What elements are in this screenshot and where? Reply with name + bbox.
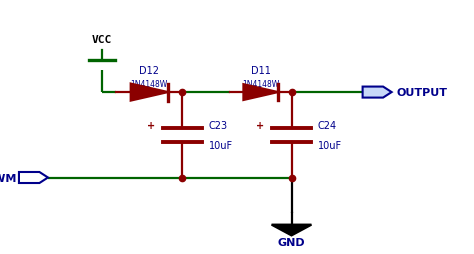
Text: +: + bbox=[256, 121, 264, 131]
Polygon shape bbox=[131, 84, 168, 101]
Polygon shape bbox=[363, 87, 392, 98]
Text: PWM: PWM bbox=[0, 173, 17, 183]
Text: GND: GND bbox=[278, 237, 305, 247]
Text: D12: D12 bbox=[139, 66, 159, 76]
Text: +: + bbox=[147, 121, 155, 131]
Text: C24: C24 bbox=[318, 120, 337, 130]
Text: OUTPUT: OUTPUT bbox=[396, 88, 447, 98]
Text: 10uF: 10uF bbox=[318, 140, 342, 150]
Polygon shape bbox=[244, 85, 278, 101]
Text: 1N4148W: 1N4148W bbox=[242, 80, 279, 89]
Text: D11: D11 bbox=[251, 66, 271, 76]
Text: 1N4148W: 1N4148W bbox=[131, 80, 168, 89]
Polygon shape bbox=[272, 225, 311, 235]
Text: VCC: VCC bbox=[92, 35, 112, 44]
Text: 10uF: 10uF bbox=[209, 140, 233, 150]
Text: C23: C23 bbox=[209, 120, 228, 130]
